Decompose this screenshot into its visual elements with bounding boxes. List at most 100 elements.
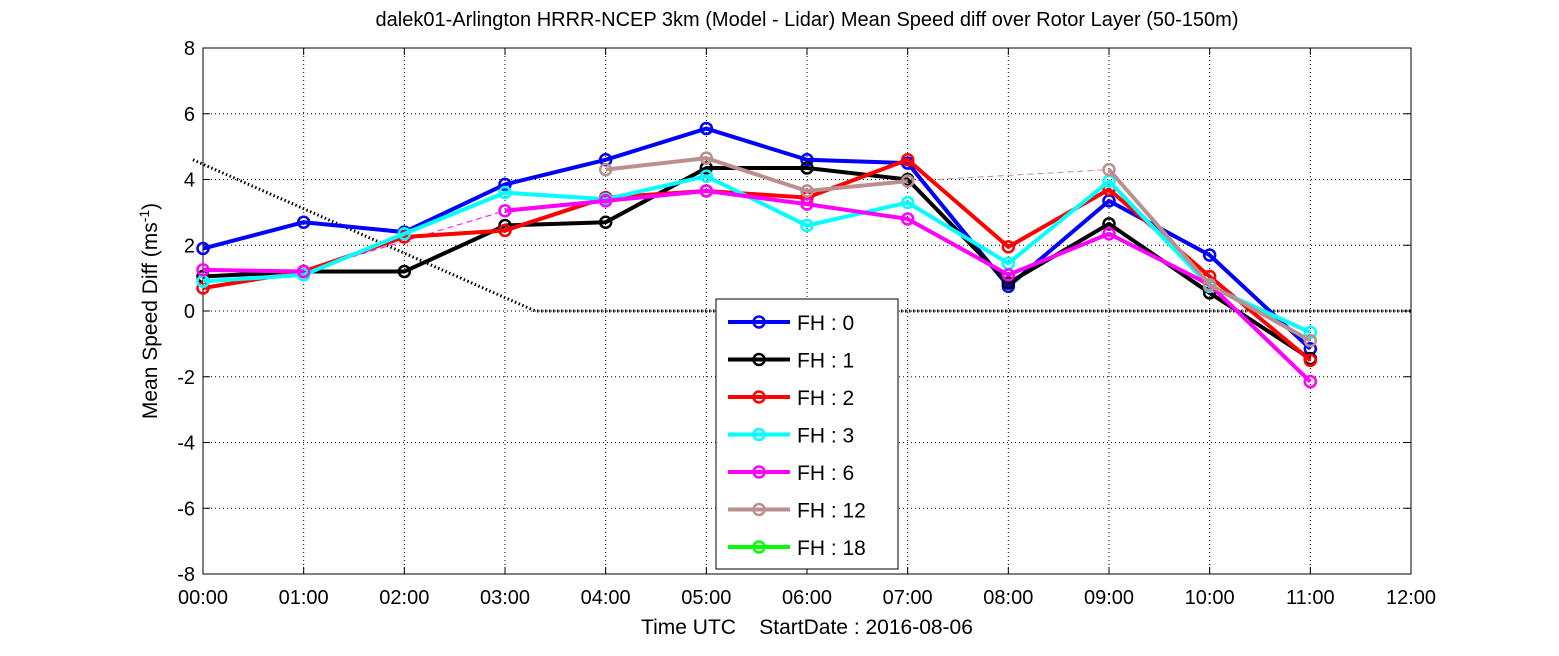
series-line <box>202 174 1312 335</box>
y-tick-label: 4 <box>184 170 195 192</box>
x-tick-label: 00:00 <box>178 587 228 609</box>
legend-label: FH : 0 <box>797 312 854 335</box>
x-tick-label: 09:00 <box>1084 587 1134 609</box>
y-tick-label: -2 <box>177 367 195 389</box>
legend-swatch-marker <box>752 427 766 442</box>
y-axis-title-main: Mean Speed Diff (ms <box>139 222 162 419</box>
data-point <box>900 174 915 188</box>
x-tick-label: 04:00 <box>581 587 631 609</box>
data-point <box>699 184 714 198</box>
data-point <box>1102 226 1116 241</box>
y-tick-label: 0 <box>184 301 195 323</box>
legend-label: FH : 12 <box>797 500 866 523</box>
data-point <box>800 218 814 233</box>
legend-swatch-marker <box>752 465 766 479</box>
data-point <box>196 241 210 256</box>
legend-label: FH : 18 <box>797 537 866 560</box>
y-tick-label: -4 <box>177 433 195 455</box>
x-tick-label: 10:00 <box>1185 587 1235 609</box>
data-point <box>598 194 613 208</box>
tick-labels: 00:00 01:00 02:00 03:00 04:00 05:00 06:00 07:00… <box>177 38 1436 609</box>
data-point <box>699 121 714 136</box>
data-point <box>1303 353 1318 368</box>
data-point <box>1001 276 1016 290</box>
data-point <box>498 177 512 192</box>
data-point <box>196 263 210 277</box>
y-tick-label: 8 <box>184 38 195 60</box>
axes <box>202 47 1412 575</box>
plot-frame <box>202 47 1412 575</box>
reference-line <box>192 158 1411 313</box>
legend: FH : 0 FH : 1 FH : 2 FH : 3 FH : 6 FH : 12 FH … <box>715 298 899 570</box>
data-point <box>1303 374 1318 389</box>
series-line <box>202 165 1312 361</box>
data-point <box>800 161 814 175</box>
y-axis-title-sup: -1 <box>136 210 152 223</box>
y-axis-title-end: ) <box>139 203 162 210</box>
series-line <box>504 189 1312 384</box>
series-group <box>196 121 1318 389</box>
connector-line <box>907 169 1110 182</box>
legend-item: FH : 1 <box>728 350 854 373</box>
y-tick-label: 6 <box>184 104 195 126</box>
legend-swatch-marker <box>752 390 766 404</box>
legend-item: FH : 12 <box>728 500 866 523</box>
data-point <box>699 151 714 165</box>
y-tick-label: -8 <box>177 564 195 586</box>
data-point <box>498 223 512 238</box>
data-point <box>1001 268 1016 282</box>
data-point <box>1102 162 1116 177</box>
series-line <box>202 157 1312 362</box>
x-tick-label: 07:00 <box>883 587 933 609</box>
series-5 <box>598 151 1318 348</box>
x-tick-label: 02:00 <box>379 587 429 609</box>
legend-label: FH : 1 <box>797 350 854 373</box>
series-4 <box>196 184 1318 389</box>
data-point <box>397 226 412 241</box>
chart-title: dalek01-Arlington HRRR-NCEP 3km (Model -… <box>376 9 1239 31</box>
data-point <box>498 185 512 200</box>
series-line <box>605 156 908 194</box>
data-point <box>1303 333 1318 348</box>
x-axis-title: Time UTC StartDate : 2016-08-06 <box>641 616 973 639</box>
legend-item: FH : 2 <box>728 387 854 410</box>
series-line <box>202 126 1312 351</box>
data-point <box>900 212 915 226</box>
y-axis-title: Mean Speed Diff (ms-1) <box>136 203 162 419</box>
data-point <box>1001 240 1016 254</box>
legend-label: FH : 2 <box>797 387 854 410</box>
series-line <box>202 267 304 274</box>
x-tick-label: 12:00 <box>1386 587 1436 609</box>
data-point <box>296 264 311 279</box>
legend-swatch-marker <box>752 352 766 367</box>
y-tick-label: 2 <box>184 235 195 257</box>
data-point <box>800 197 814 211</box>
data-point <box>296 215 311 229</box>
data-point <box>800 184 814 198</box>
legend-item: FH : 0 <box>728 312 854 335</box>
data-point <box>498 203 512 218</box>
legend-swatch-marker <box>752 315 766 329</box>
reference-line <box>192 158 1411 313</box>
data-point <box>900 153 915 167</box>
data-point <box>800 153 814 167</box>
legend-swatch-marker <box>752 540 766 554</box>
legend-label: FH : 6 <box>797 462 854 485</box>
data-point <box>1202 248 1217 262</box>
data-point <box>397 264 412 279</box>
x-tick-label: 06:00 <box>782 587 832 609</box>
data-point <box>1202 277 1217 292</box>
x-tick-label: 01:00 <box>279 587 329 609</box>
legend-swatch-marker <box>752 502 766 517</box>
series-line <box>1107 168 1312 343</box>
data-point <box>1303 325 1318 340</box>
x-tick-label: 03:00 <box>480 587 530 609</box>
data-point <box>699 169 714 183</box>
legend-item: FH : 3 <box>728 425 854 448</box>
legend-item: FH : 18 <box>728 537 866 560</box>
data-point <box>900 195 915 210</box>
x-tick-label: 05:00 <box>681 587 731 609</box>
data-point <box>598 162 613 177</box>
x-tick-label: 11:00 <box>1286 587 1335 609</box>
